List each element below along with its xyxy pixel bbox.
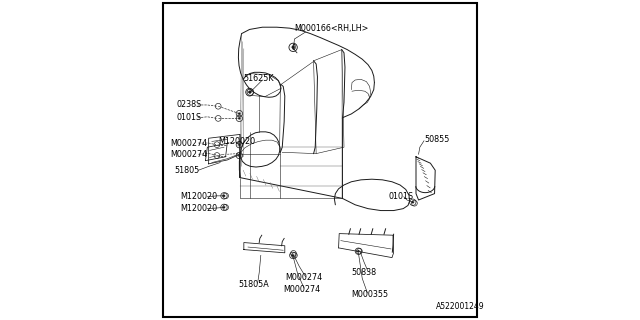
- Text: M000274: M000274: [170, 139, 207, 148]
- Text: M120020: M120020: [180, 192, 217, 201]
- Circle shape: [357, 250, 360, 252]
- Text: 0238S: 0238S: [177, 100, 202, 109]
- Circle shape: [238, 113, 241, 115]
- Circle shape: [223, 195, 225, 197]
- Text: M000274: M000274: [285, 273, 322, 282]
- Circle shape: [238, 155, 241, 157]
- Circle shape: [223, 206, 225, 209]
- Text: 51625K: 51625K: [244, 74, 275, 83]
- Circle shape: [249, 91, 252, 93]
- Text: A522001249: A522001249: [436, 302, 484, 311]
- Text: 51805A: 51805A: [239, 280, 269, 289]
- Text: M120020: M120020: [180, 204, 217, 213]
- Text: 51805: 51805: [174, 166, 200, 175]
- Text: 50838: 50838: [351, 268, 376, 277]
- Circle shape: [412, 201, 414, 204]
- Circle shape: [292, 46, 294, 49]
- Text: M000166<RH,LH>: M000166<RH,LH>: [294, 24, 369, 33]
- Text: M000274: M000274: [170, 150, 207, 159]
- Text: 0101S: 0101S: [388, 192, 414, 201]
- Text: M000355: M000355: [351, 290, 388, 299]
- Text: 50855: 50855: [424, 135, 449, 144]
- Text: M120020: M120020: [219, 137, 256, 146]
- Circle shape: [238, 143, 241, 146]
- Text: M000274: M000274: [283, 285, 321, 294]
- Circle shape: [292, 254, 294, 257]
- Text: 0101S: 0101S: [177, 113, 202, 122]
- Circle shape: [248, 91, 251, 93]
- Circle shape: [238, 117, 241, 120]
